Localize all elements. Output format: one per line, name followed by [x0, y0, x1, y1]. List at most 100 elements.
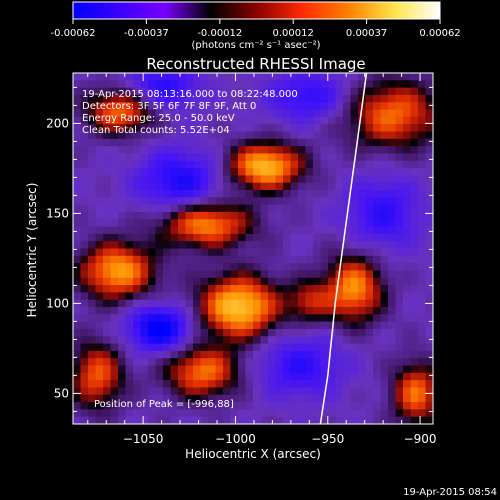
heatmap-cell: [380, 394, 389, 403]
heatmap-cell: [373, 175, 382, 184]
heatmap-cell: [80, 372, 89, 381]
heatmap-cell: [208, 131, 217, 140]
heatmap-cell: [373, 146, 382, 155]
heatmap-cell: [118, 138, 127, 147]
heatmap-cell: [148, 153, 157, 162]
heatmap-cell: [245, 160, 254, 169]
heatmap-cell: [133, 372, 142, 381]
heatmap-cell: [178, 138, 187, 147]
heatmap-cell: [133, 255, 142, 264]
heatmap-cell: [268, 175, 277, 184]
heatmap-cell: [223, 416, 232, 424]
heatmap-cell: [298, 292, 307, 301]
heatmap-cell: [245, 211, 254, 220]
heatmap-cell: [215, 160, 224, 169]
heatmap-cell: [268, 168, 277, 176]
heatmap-cell: [283, 358, 292, 367]
heatmap-cell: [215, 182, 224, 191]
heatmap-cell: [380, 211, 389, 220]
heatmap-cell: [365, 263, 374, 272]
heatmap-cell: [290, 80, 299, 89]
heatmap-cell: [208, 233, 217, 242]
heatmap-cell: [163, 175, 172, 184]
heatmap-cell: [275, 409, 284, 418]
heatmap-cell: [268, 402, 277, 410]
heatmap-cell: [298, 204, 307, 213]
heatmap-cell: [253, 94, 262, 103]
heatmap-cell: [403, 102, 412, 111]
heatmap-cell: [253, 328, 262, 337]
heatmap-cell: [418, 336, 427, 345]
heatmap-cell: [163, 358, 172, 367]
heatmap-cell: [185, 263, 194, 272]
heatmap-cell: [358, 197, 367, 206]
heatmap-cell: [373, 94, 382, 103]
heatmap-cell: [305, 299, 314, 308]
heatmap-cell: [403, 211, 412, 220]
heatmap-cell: [343, 124, 352, 133]
heatmap-cell: [313, 358, 322, 367]
heatmap-cell: [425, 270, 433, 279]
heatmap-cell: [170, 131, 179, 140]
heatmap-cell: [403, 402, 412, 410]
heatmap-cell: [148, 314, 157, 323]
heatmap-cell: [110, 109, 119, 118]
heatmap-cell: [110, 116, 119, 125]
heatmap-cell: [260, 146, 269, 155]
heatmap-cell: [373, 277, 382, 286]
heatmap-cell: [133, 204, 142, 213]
heatmap-cell: [373, 219, 382, 228]
heatmap-cell: [148, 270, 157, 279]
heatmap-cell: [155, 277, 164, 286]
heatmap-cell: [343, 277, 352, 286]
heatmap-cell: [343, 321, 352, 330]
heatmap-cell: [380, 380, 389, 389]
heatmap-cell: [118, 233, 127, 242]
heatmap-cell: [260, 409, 269, 418]
heatmap-cell: [95, 387, 104, 396]
heatmap-cell: [328, 409, 337, 418]
heatmap-cell: [350, 175, 359, 184]
heatmap-cell: [418, 387, 427, 396]
heatmap-cell: [245, 146, 254, 155]
heatmap-cell: [290, 270, 299, 279]
heatmap-cell: [320, 402, 329, 410]
heatmap-cell: [425, 168, 433, 176]
heatmap-cell: [238, 380, 247, 389]
heatmap-cell: [365, 409, 374, 418]
heatmap-cell: [253, 277, 262, 286]
heatmap-cell: [350, 168, 359, 176]
heatmap-cell: [275, 416, 284, 424]
heatmap-cell: [298, 241, 307, 250]
heatmap-cell: [313, 87, 322, 96]
heatmap-cell: [148, 73, 157, 81]
heatmap-cell: [208, 387, 217, 396]
heatmap-cell: [208, 321, 217, 330]
heatmap-cell: [110, 307, 119, 315]
heatmap-cell: [410, 160, 419, 169]
heatmap-cell: [350, 358, 359, 367]
heatmap-cell: [103, 124, 112, 133]
heatmap-cell: [185, 380, 194, 389]
heatmap-cell: [223, 233, 232, 242]
heatmap-cell: [215, 87, 224, 96]
heatmap-cell: [268, 211, 277, 220]
heatmap-cell: [410, 116, 419, 125]
heatmap-cell: [418, 350, 427, 359]
heatmap-cell: [133, 153, 142, 162]
heatmap-cell: [193, 387, 202, 396]
heatmap-cell: [95, 131, 104, 140]
heatmap-cell: [223, 321, 232, 330]
heatmap-cell: [418, 204, 427, 213]
heatmap-cell: [80, 153, 89, 162]
heatmap-cell: [425, 307, 433, 315]
heatmap-cell: [148, 328, 157, 337]
heatmap-cell: [185, 292, 194, 301]
heatmap-cell: [410, 380, 419, 389]
heatmap-cell: [80, 365, 89, 374]
heatmap-cell: [305, 255, 314, 264]
heatmap-cell: [193, 277, 202, 286]
heatmap-cell: [103, 336, 112, 345]
heatmap-cell: [410, 402, 419, 410]
heatmap-cell: [253, 321, 262, 330]
